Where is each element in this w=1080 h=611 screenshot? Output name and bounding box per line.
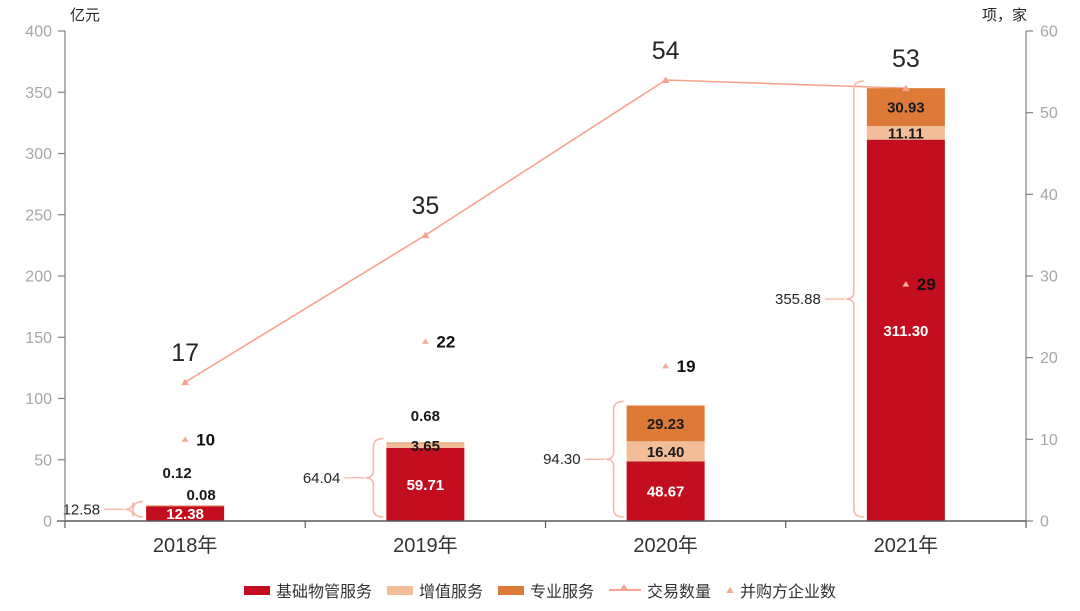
scatter-marker xyxy=(902,281,910,287)
total-value-label: 12.58 xyxy=(63,501,101,518)
bar-segment xyxy=(866,139,945,521)
right-axis-tick-label: 10 xyxy=(1040,432,1058,449)
right-axis-tick-label: 40 xyxy=(1040,187,1058,204)
legend: 基础物管服务 增值服务 专业服务 交易数量 并购方企业数 xyxy=(0,578,1080,602)
total-brace xyxy=(125,500,144,518)
professional-services-swatch-icon xyxy=(497,585,524,595)
bar-segment xyxy=(626,461,705,521)
bar-value-label: 59.71 xyxy=(407,477,445,494)
scatter-value-label: 19 xyxy=(677,357,696,376)
legend-label: 基础物管服务 xyxy=(275,584,372,601)
legend-item-transaction-count: 交易数量 xyxy=(609,578,711,602)
left-axis-unit-label: 亿元 xyxy=(70,7,101,24)
bar-segment xyxy=(866,88,945,127)
left-axis-tick-label: 300 xyxy=(25,146,52,163)
bar-value-label: 0.08 xyxy=(187,487,216,504)
line-point-marker xyxy=(181,378,190,386)
line-value-label: 54 xyxy=(652,37,680,65)
bar-segment xyxy=(146,505,225,507)
line-value-label: 35 xyxy=(411,192,439,220)
line-value-label: 17 xyxy=(171,339,199,367)
bar-segment xyxy=(866,126,945,140)
bar-value-label: 29.23 xyxy=(647,416,685,433)
scatter-marker xyxy=(181,436,189,442)
triangle-marker-icon xyxy=(726,587,735,593)
bar-value-label: 0.12 xyxy=(163,465,192,482)
x-axis-label: 2018年 xyxy=(153,534,218,557)
total-brace xyxy=(365,437,384,518)
total-brace xyxy=(605,400,624,518)
right-axis-tick-label: 0 xyxy=(1040,514,1049,531)
scatter-value-label: 29 xyxy=(917,275,936,294)
bar-value-label: 3.65 xyxy=(411,438,440,455)
left-axis-tick-label: 0 xyxy=(43,514,52,531)
bar-segment xyxy=(386,442,465,444)
line-with-triangle-marker-icon xyxy=(609,584,641,591)
legend-item-professional-services: 专业服务 xyxy=(497,578,594,602)
scatter-value-label: 10 xyxy=(196,430,215,449)
right-axis-tick-label: 30 xyxy=(1040,269,1058,286)
right-axis-unit-label: 项，家 xyxy=(981,7,1027,24)
legend-item-value-added-services: 增值服务 xyxy=(386,578,483,602)
legend-item-acquirer-count: 并购方企业数 xyxy=(726,578,836,602)
total-value-label: 94.30 xyxy=(543,451,581,468)
bar-value-label: 48.67 xyxy=(647,484,685,501)
legend-label: 专业服务 xyxy=(529,584,594,601)
bar-value-label: 30.93 xyxy=(887,100,925,117)
bar-value-label: 12.38 xyxy=(166,506,204,523)
left-axis-tick-label: 350 xyxy=(25,85,52,102)
bar-value-label: 16.40 xyxy=(647,444,685,461)
transaction-count-line xyxy=(184,79,906,383)
x-axis-label: 2021年 xyxy=(874,534,939,557)
left-axis-tick-label: 50 xyxy=(34,452,52,469)
bar-segment xyxy=(626,405,705,442)
right-axis-tick-label: 20 xyxy=(1040,350,1058,367)
total-value-label: 64.04 xyxy=(303,470,341,487)
left-axis-tick-label: 250 xyxy=(25,207,52,224)
value-added-services-swatch-icon xyxy=(386,585,413,595)
legend-label: 交易数量 xyxy=(647,584,712,601)
legend-label: 并购方企业数 xyxy=(740,584,837,601)
bar-segment xyxy=(146,505,225,521)
line-value-label: 53 xyxy=(892,45,920,73)
scatter-value-label: 22 xyxy=(436,332,455,351)
total-brace xyxy=(845,80,864,518)
line-point-marker xyxy=(421,231,430,239)
bar-segment xyxy=(386,447,465,521)
left-axis-tick-label: 200 xyxy=(25,269,52,286)
line-point-marker xyxy=(661,76,670,83)
bar-value-label: 0.68 xyxy=(411,408,440,425)
scatter-marker xyxy=(421,338,429,344)
right-axis-tick-label: 60 xyxy=(1040,24,1058,41)
bar-value-label: 11.11 xyxy=(888,125,924,142)
line-point-marker xyxy=(901,84,910,92)
bar-value-label: 311.30 xyxy=(883,323,928,340)
left-axis-tick-label: 400 xyxy=(25,24,52,41)
legend-label: 增值服务 xyxy=(418,584,483,601)
x-axis-label: 2019年 xyxy=(393,534,458,557)
scatter-marker xyxy=(662,362,670,369)
left-axis-tick-label: 100 xyxy=(25,391,52,408)
legend-item-basic-services: 基础物管服务 xyxy=(243,578,372,602)
total-value-label: 355.88 xyxy=(775,291,821,308)
bar-segment xyxy=(386,443,465,448)
bar-segment xyxy=(626,441,705,462)
triangle-marker-icon xyxy=(620,584,628,590)
left-axis-tick-label: 150 xyxy=(25,330,52,347)
basic-services-swatch-icon xyxy=(243,585,270,595)
right-axis-tick-label: 50 xyxy=(1040,105,1058,122)
x-axis-label: 2020年 xyxy=(633,534,698,557)
